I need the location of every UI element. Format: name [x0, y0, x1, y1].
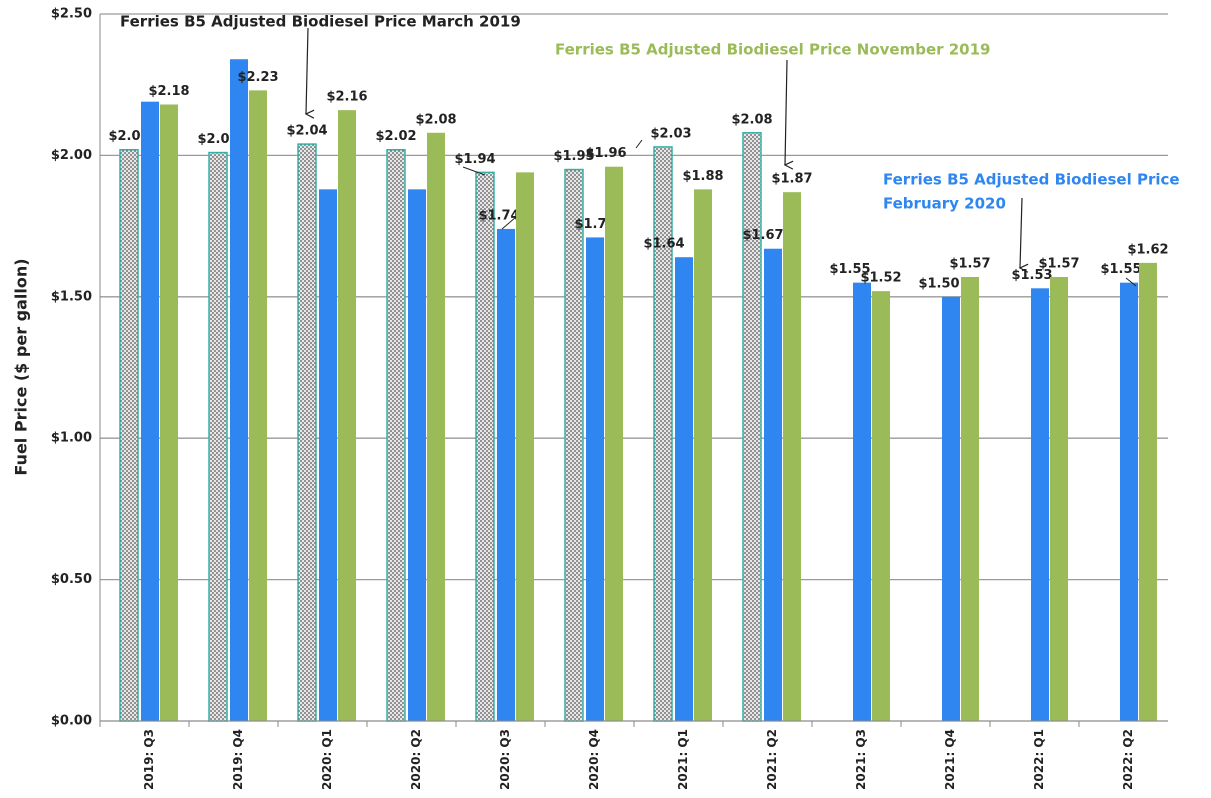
data-label: $2.08 — [415, 112, 456, 127]
leader-line — [635, 139, 643, 149]
bar — [783, 192, 801, 721]
y-tick-label: $0.00 — [51, 714, 92, 729]
data-label: $2.18 — [148, 84, 189, 99]
bar — [297, 143, 317, 722]
data-label: $1.95 — [553, 149, 594, 164]
leader-line — [462, 166, 486, 176]
data-label: $1.57 — [1038, 257, 1079, 272]
x-tick-label: 2021: Q3 — [854, 729, 868, 790]
data-label: $1.88 — [682, 169, 723, 184]
annotation: Ferries B5 Adjusted Biodiesel Price Marc… — [120, 13, 521, 31]
bar — [230, 59, 248, 722]
bar — [872, 291, 890, 721]
data-label: $1.67 — [742, 228, 783, 243]
y-tick-label: $1.50 — [51, 289, 92, 304]
bar — [653, 146, 673, 722]
data-label: $1.55 — [829, 262, 870, 277]
bar — [694, 189, 712, 721]
data-label: $2.04 — [286, 124, 327, 139]
bar — [208, 151, 228, 722]
data-label: $1.52 — [860, 271, 901, 286]
data-label: $2.03 — [650, 126, 691, 141]
y-tick-label: $1.00 — [51, 431, 92, 446]
bar — [319, 189, 337, 721]
bar — [942, 296, 960, 721]
arrow — [306, 27, 308, 114]
data-label: $1.94 — [454, 152, 495, 167]
data-label: $2.02 — [108, 129, 149, 144]
bar — [408, 189, 426, 721]
y-tick-label: $2.00 — [51, 148, 92, 163]
annotation: Ferries B5 Adjusted Biodiesel Price — [883, 171, 1180, 189]
x-tick-label: 2022: Q1 — [1032, 729, 1046, 790]
bar — [141, 101, 159, 722]
y-axis-label: Fuel Price ($ per gallon) — [12, 258, 31, 475]
bar — [586, 237, 604, 722]
data-label: $2.08 — [731, 112, 772, 127]
bar — [1031, 288, 1049, 721]
bar — [764, 248, 782, 721]
annotation: Ferries B5 Adjusted Biodiesel Price Nove… — [555, 41, 991, 59]
x-tick-label: 2021: Q1 — [676, 729, 690, 790]
x-tick-label: 2019: Q4 — [231, 729, 245, 790]
data-label: $2.16 — [326, 90, 367, 105]
data-label: $2.23 — [237, 70, 278, 85]
bar — [497, 228, 515, 722]
bar — [853, 282, 871, 721]
data-label: $1.74 — [478, 208, 519, 223]
bar — [961, 277, 979, 721]
x-tick-label: 2022: Q2 — [1121, 729, 1135, 790]
bar — [386, 148, 406, 722]
bar — [475, 171, 495, 722]
arrow — [1020, 197, 1022, 268]
bar — [564, 168, 584, 722]
bar — [160, 104, 178, 722]
y-tick-label: $2.50 — [51, 7, 92, 22]
x-tick-label: 2019: Q3 — [142, 729, 156, 790]
data-label: $1.64 — [643, 237, 684, 252]
data-label: $1.62 — [1127, 242, 1168, 257]
bar — [605, 166, 623, 721]
data-label: $2.02 — [375, 129, 416, 144]
data-label: $1.57 — [949, 257, 990, 272]
data-label: $1.50 — [918, 276, 959, 291]
bar — [1139, 262, 1157, 721]
y-tick-label: $0.50 — [51, 572, 92, 587]
bar — [249, 90, 267, 721]
arrow — [785, 59, 787, 165]
x-tick-label: 2020: Q3 — [498, 729, 512, 790]
x-tick-label: 2020: Q1 — [320, 729, 334, 790]
x-tick-label: 2020: Q4 — [587, 729, 601, 790]
annotation: February 2020 — [883, 195, 1006, 213]
bar — [338, 110, 356, 722]
bar — [1120, 282, 1138, 721]
x-tick-label: 2021: Q2 — [765, 729, 779, 790]
bar — [1050, 277, 1068, 721]
x-tick-label: 2021: Q4 — [943, 729, 957, 790]
x-tick-label: 2020: Q2 — [409, 729, 423, 790]
bar — [675, 257, 693, 721]
data-label: $1.55 — [1100, 262, 1141, 277]
bar — [427, 132, 445, 721]
data-label: $1.87 — [771, 172, 812, 187]
data-label: $1.96 — [585, 146, 626, 161]
bar — [516, 172, 534, 722]
bar — [119, 148, 139, 722]
leader-line — [501, 216, 517, 230]
plot-area: $0.00 $0.50 $1.00 $1.50 $2.00 $2.50 2019: Q3 $2… — [51, 7, 1169, 790]
leader-line — [1125, 277, 1137, 287]
data-label: $2.01 — [197, 132, 238, 147]
bar — [742, 132, 762, 722]
